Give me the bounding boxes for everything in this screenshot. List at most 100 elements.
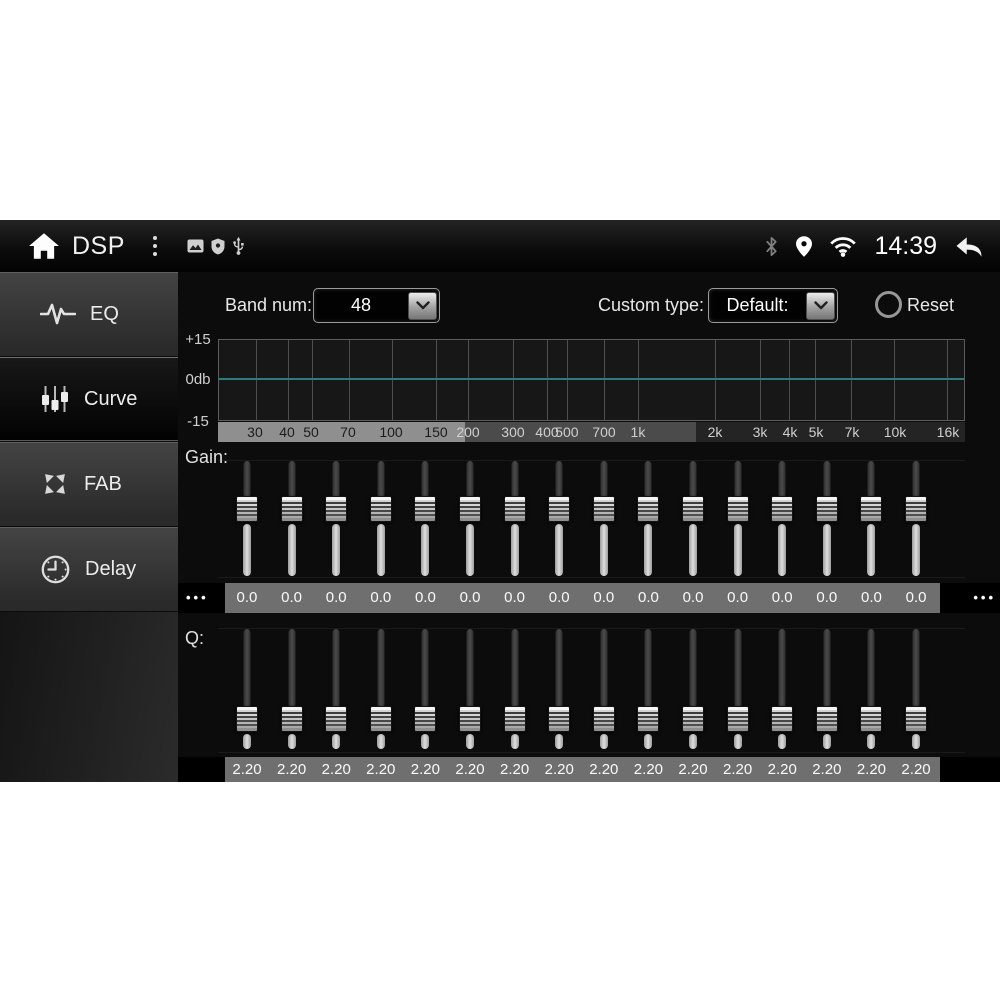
q-slider[interactable] bbox=[324, 628, 348, 753]
gain-slider-thumb[interactable] bbox=[815, 496, 838, 522]
sidebar-item-eq[interactable]: EQ bbox=[0, 272, 178, 357]
gain-slider-thumb[interactable] bbox=[414, 496, 437, 522]
q-slider[interactable] bbox=[547, 628, 571, 753]
sidebar-item-label: FAB bbox=[84, 472, 122, 495]
q-slider-thumb[interactable] bbox=[815, 706, 838, 732]
q-slider-thumb[interactable] bbox=[592, 706, 615, 732]
gain-value: 0.0 bbox=[771, 589, 793, 606]
gain-slider[interactable] bbox=[458, 460, 482, 578]
gain-slider[interactable] bbox=[815, 460, 839, 578]
gain-slider-thumb[interactable] bbox=[682, 496, 705, 522]
gain-slider[interactable] bbox=[770, 460, 794, 578]
gain-slider-thumb[interactable] bbox=[637, 496, 660, 522]
band-num-dropdown[interactable]: 48 bbox=[313, 288, 440, 323]
q-slider[interactable] bbox=[413, 628, 437, 753]
slider-track-lower bbox=[376, 734, 385, 749]
gain-slider-thumb[interactable] bbox=[548, 496, 571, 522]
q-slider[interactable] bbox=[726, 628, 750, 753]
q-slider-thumb[interactable] bbox=[682, 706, 705, 732]
gain-slider[interactable] bbox=[859, 460, 883, 578]
gain-slider-thumb[interactable] bbox=[726, 496, 749, 522]
q-slider[interactable] bbox=[681, 628, 705, 753]
q-value: 2.20 bbox=[544, 761, 574, 778]
gain-slider[interactable] bbox=[369, 460, 393, 578]
freq-tick-label: 5k bbox=[808, 424, 824, 440]
q-slider-thumb[interactable] bbox=[860, 706, 883, 732]
gain-value: 0.0 bbox=[548, 589, 570, 606]
overflow-menu-icon[interactable] bbox=[149, 232, 161, 260]
slider-track-lower bbox=[822, 734, 831, 749]
waveform-icon bbox=[40, 301, 76, 327]
home-icon[interactable] bbox=[28, 232, 60, 260]
gain-slider-thumb[interactable] bbox=[905, 496, 928, 522]
slider-track-lower bbox=[644, 734, 653, 749]
chevron-down-icon[interactable] bbox=[806, 291, 835, 320]
q-slider-thumb[interactable] bbox=[503, 706, 526, 732]
q-values: 2.20 2.20 2.20 2.20 2.20 2.20 2.20 2.20 2.20 2.20… bbox=[218, 757, 965, 782]
gain-slider-thumb[interactable] bbox=[771, 496, 794, 522]
slider-track-lower bbox=[867, 734, 876, 749]
slider-track-upper bbox=[823, 629, 831, 708]
q-slider-thumb[interactable] bbox=[369, 706, 392, 732]
q-slider[interactable] bbox=[770, 628, 794, 753]
gain-slider[interactable] bbox=[324, 460, 348, 578]
gain-slider-thumb[interactable] bbox=[503, 496, 526, 522]
slider-track-lower bbox=[242, 524, 251, 576]
q-slider-thumb[interactable] bbox=[459, 706, 481, 732]
q-slider[interactable] bbox=[503, 628, 527, 753]
slider-track-lower bbox=[466, 524, 474, 576]
gain-slider-thumb[interactable] bbox=[860, 496, 883, 522]
scroll-more-right[interactable]: ••• bbox=[973, 590, 996, 605]
gain-slider-thumb[interactable] bbox=[369, 496, 392, 522]
freq-tick-label: 150 bbox=[424, 424, 448, 440]
gain-slider[interactable] bbox=[413, 460, 437, 578]
q-slider-thumb[interactable] bbox=[548, 706, 571, 732]
freq-tick-label: 4k bbox=[782, 424, 798, 440]
back-icon[interactable] bbox=[954, 234, 984, 259]
sidebar-item-curve[interactable]: Curve bbox=[0, 357, 178, 442]
sidebar-item-fab[interactable]: FAB bbox=[0, 442, 178, 527]
q-slider[interactable] bbox=[815, 628, 839, 753]
slider-track-upper bbox=[332, 629, 340, 708]
gain-slider-thumb[interactable] bbox=[592, 496, 615, 522]
gain-slider[interactable] bbox=[681, 460, 705, 578]
slider-track-upper bbox=[243, 629, 251, 708]
gain-slider[interactable] bbox=[235, 460, 259, 578]
q-slider-thumb[interactable] bbox=[235, 706, 258, 732]
q-slider[interactable] bbox=[369, 628, 393, 753]
q-slider[interactable] bbox=[280, 628, 304, 753]
custom-type-dropdown[interactable]: Default: bbox=[708, 288, 838, 323]
q-slider-thumb[interactable] bbox=[637, 706, 660, 732]
q-slider[interactable] bbox=[859, 628, 883, 753]
q-slider-thumb[interactable] bbox=[771, 706, 794, 732]
gain-slider-thumb[interactable] bbox=[325, 496, 348, 522]
sliders-icon bbox=[40, 384, 70, 414]
q-slider-thumb[interactable] bbox=[726, 706, 749, 732]
gain-slider[interactable] bbox=[726, 460, 750, 578]
q-slider[interactable] bbox=[904, 628, 928, 753]
frequency-axis-scrollbar: 30 40 50 70 100 150 200 300 400 500 700 1k 2k 3k 4k 5k 7… bbox=[218, 422, 965, 442]
gain-slider[interactable] bbox=[636, 460, 660, 578]
gain-slider[interactable] bbox=[503, 460, 527, 578]
gain-slider[interactable] bbox=[280, 460, 304, 578]
q-slider[interactable] bbox=[592, 628, 616, 753]
q-slider[interactable] bbox=[636, 628, 660, 753]
gain-slider-thumb[interactable] bbox=[280, 496, 303, 522]
gain-slider[interactable] bbox=[592, 460, 616, 578]
q-slider[interactable] bbox=[235, 628, 259, 753]
gain-slider[interactable] bbox=[904, 460, 928, 578]
band-scrollbar-thumb[interactable] bbox=[218, 422, 465, 442]
reset-radio[interactable] bbox=[875, 291, 902, 318]
scroll-more-left[interactable]: ••• bbox=[186, 590, 209, 605]
q-slider-thumb[interactable] bbox=[280, 706, 303, 732]
gain-slider-thumb[interactable] bbox=[235, 496, 258, 522]
q-slider-thumb[interactable] bbox=[905, 706, 928, 732]
q-slider[interactable] bbox=[458, 628, 482, 753]
clock-icon bbox=[40, 554, 71, 585]
sidebar-item-delay[interactable]: Delay bbox=[0, 527, 178, 612]
q-slider-thumb[interactable] bbox=[414, 706, 437, 732]
chevron-down-icon[interactable] bbox=[408, 291, 437, 320]
gain-slider-thumb[interactable] bbox=[459, 496, 481, 522]
gain-slider[interactable] bbox=[547, 460, 571, 578]
q-slider-thumb[interactable] bbox=[325, 706, 348, 732]
